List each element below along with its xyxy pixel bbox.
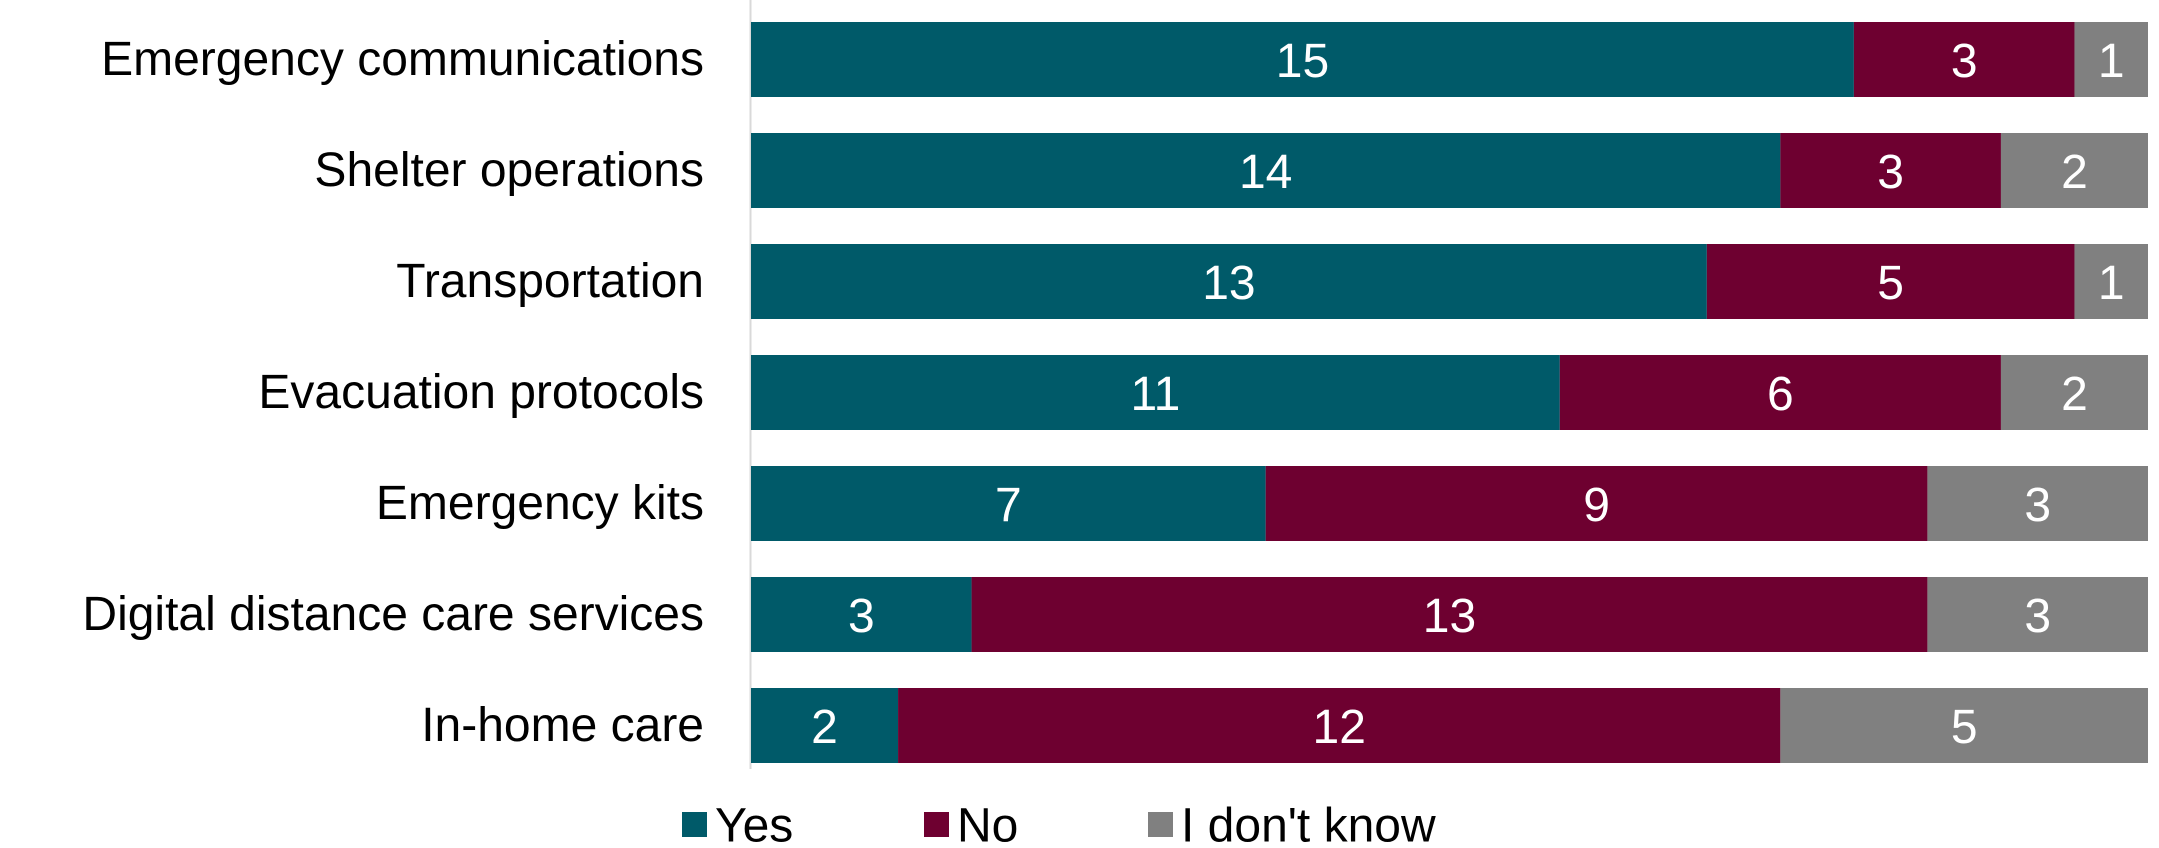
category-label-shelter-operations: Shelter operations bbox=[314, 144, 704, 197]
data-label-no-digital-distance-care-services: 13 bbox=[1423, 590, 1476, 643]
bar-i-don-t-know-digital-distance-care-services bbox=[1927, 577, 2148, 652]
legend-swatch-i-don-t-know bbox=[1148, 812, 1173, 837]
bar-no-in-home-care bbox=[898, 688, 1781, 763]
data-label-i-don-t-know-emergency-communications: 1 bbox=[2098, 35, 2125, 88]
data-label-no-shelter-operations: 3 bbox=[1877, 146, 1904, 199]
data-label-no-in-home-care: 12 bbox=[1313, 701, 1366, 754]
bar-i-don-t-know-evacuation-protocols bbox=[2000, 355, 2148, 430]
data-label-yes-shelter-operations: 14 bbox=[1239, 146, 1292, 199]
data-label-no-transportation: 5 bbox=[1877, 257, 1904, 310]
data-label-i-don-t-know-in-home-care: 5 bbox=[1951, 701, 1978, 754]
data-label-yes-transportation: 13 bbox=[1202, 257, 1255, 310]
bars bbox=[751, 22, 2148, 763]
bar-yes-in-home-care bbox=[751, 688, 899, 763]
bar-no-emergency-communications bbox=[1853, 22, 2075, 97]
category-label-in-home-care: In-home care bbox=[421, 699, 704, 752]
data-label-i-don-t-know-emergency-kits: 3 bbox=[2024, 479, 2051, 532]
bar-yes-emergency-communications bbox=[751, 22, 1854, 97]
bar-i-don-t-know-shelter-operations bbox=[2000, 133, 2148, 208]
bar-yes-emergency-kits bbox=[751, 466, 1266, 541]
legend: Yes No I don't know bbox=[682, 800, 1436, 848]
bar-i-don-t-know-emergency-communications bbox=[2074, 22, 2148, 97]
bar-no-transportation bbox=[1706, 244, 2075, 319]
category-label-digital-distance-care-services: Digital distance care services bbox=[82, 588, 704, 641]
data-label-yes-emergency-kits: 7 bbox=[995, 479, 1022, 532]
legend-swatch-yes bbox=[682, 812, 707, 837]
data-label-yes-evacuation-protocols: 11 bbox=[1130, 368, 1180, 421]
data-label-i-don-t-know-digital-distance-care-services: 3 bbox=[2024, 590, 2051, 643]
data-label-yes-emergency-communications: 15 bbox=[1276, 35, 1329, 88]
bar-no-evacuation-protocols bbox=[1559, 355, 2001, 430]
bar-yes-digital-distance-care-services bbox=[751, 577, 972, 652]
data-label-no-emergency-kits: 9 bbox=[1583, 479, 1610, 532]
legend-label-no: No bbox=[957, 800, 1018, 844]
legend-swatch-no bbox=[924, 812, 949, 837]
bar-no-shelter-operations bbox=[1780, 133, 2001, 208]
data-label-i-don-t-know-shelter-operations: 2 bbox=[2061, 146, 2088, 199]
data-label-yes-digital-distance-care-services: 3 bbox=[848, 590, 875, 643]
bar-i-don-t-know-transportation bbox=[2074, 244, 2148, 319]
data-label-i-don-t-know-transportation: 1 bbox=[2098, 257, 2125, 310]
data-label-no-evacuation-protocols: 6 bbox=[1767, 368, 1794, 421]
data-label-yes-in-home-care: 2 bbox=[811, 701, 838, 754]
bar-yes-evacuation-protocols bbox=[751, 355, 1560, 430]
bar-i-don-t-know-emergency-kits bbox=[1927, 466, 2148, 541]
data-label-no-emergency-communications: 3 bbox=[1951, 35, 1978, 88]
bar-i-don-t-know-in-home-care bbox=[1780, 688, 2148, 763]
category-label-emergency-communications: Emergency communications bbox=[101, 33, 704, 86]
category-label-transportation: Transportation bbox=[396, 255, 704, 308]
legend-label-i-don-t-know: I don't know bbox=[1181, 800, 1436, 844]
category-label-evacuation-protocols: Evacuation protocols bbox=[258, 366, 704, 419]
category-label-emergency-kits: Emergency kits bbox=[376, 477, 704, 530]
category-labels: Emergency communications Shelter operatio… bbox=[82, 33, 704, 752]
data-labels: 15 3 114 3 213 5 111 6 27 9 33 13 32 12 5 bbox=[811, 35, 2124, 754]
legend-label-yes: Yes bbox=[715, 800, 793, 844]
data-label-i-don-t-know-evacuation-protocols: 2 bbox=[2061, 368, 2088, 421]
bar-yes-transportation bbox=[751, 244, 1707, 319]
bar-no-digital-distance-care-services bbox=[971, 577, 1928, 652]
bar-no-emergency-kits bbox=[1265, 466, 1928, 541]
bar-yes-shelter-operations bbox=[751, 133, 1781, 208]
